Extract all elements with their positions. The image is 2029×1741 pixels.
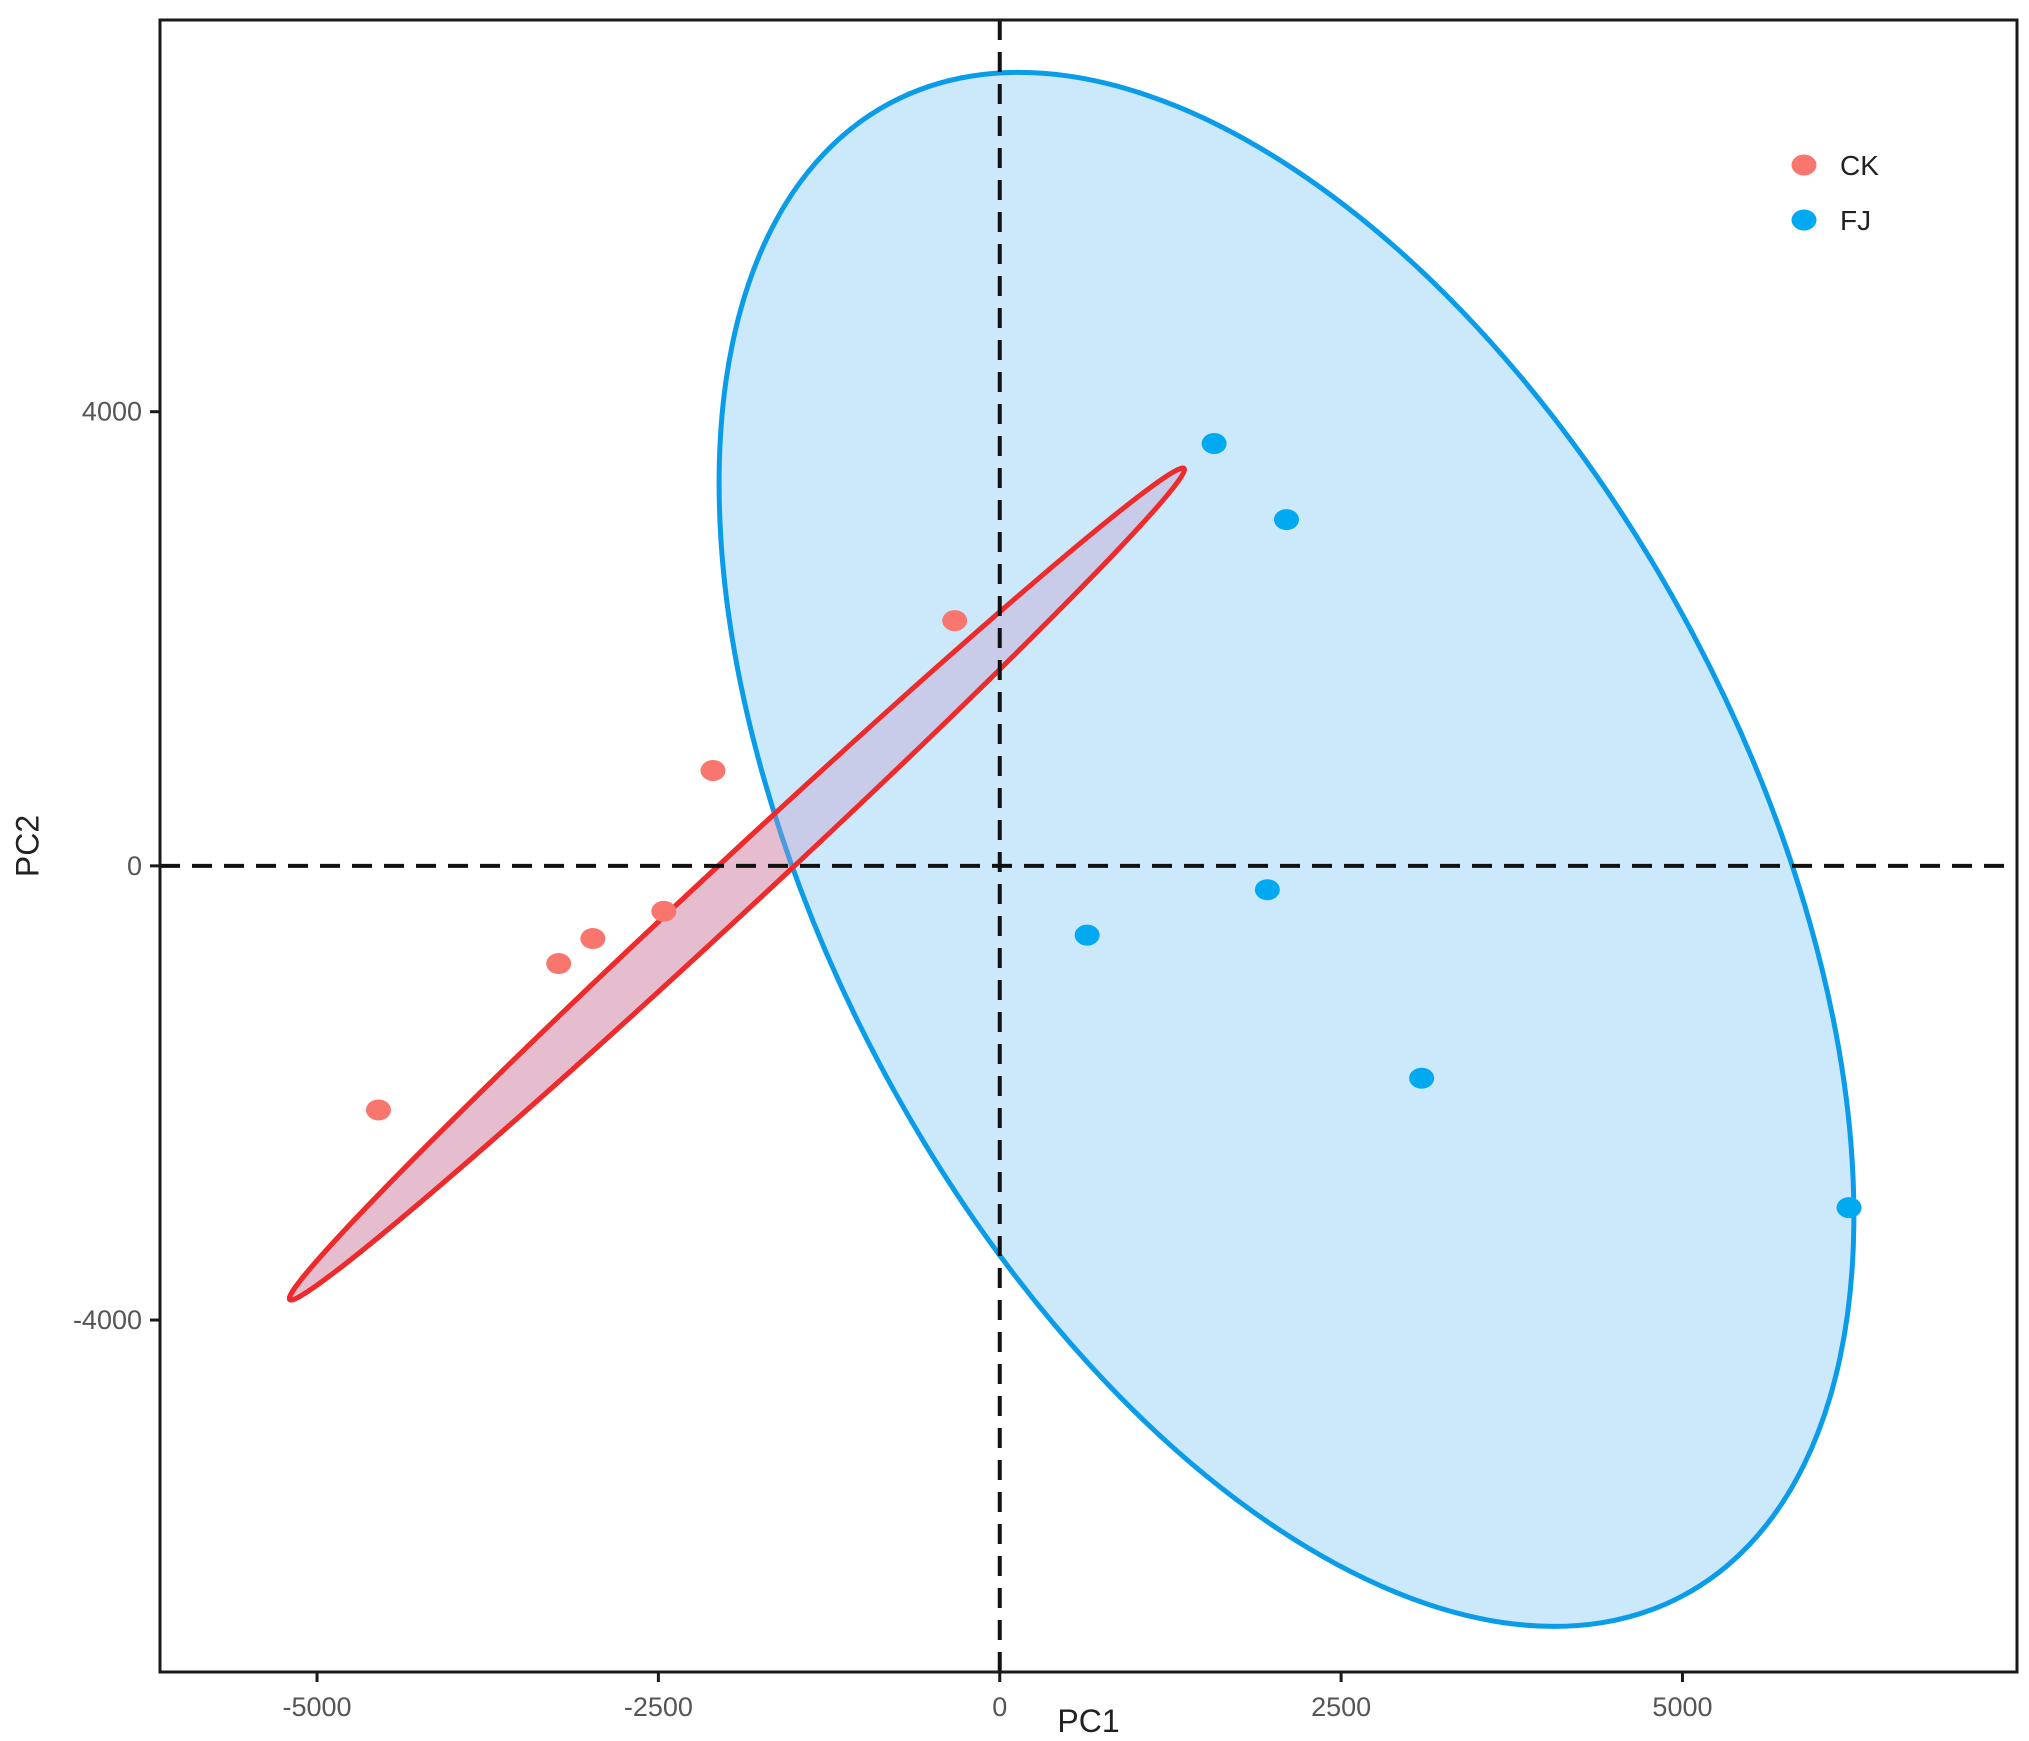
point-ck-6: [942, 610, 968, 632]
x-tick-label: 5000: [1652, 1692, 1712, 1722]
point-ck-5: [700, 759, 726, 781]
point-fj-2: [1273, 509, 1299, 531]
y-tick-label: 0: [127, 851, 142, 881]
point-fj-6: [1836, 1197, 1862, 1219]
legend: CK FJ: [1791, 150, 1879, 236]
ellipse-fj: [716, 69, 1857, 1629]
legend-key-fj: [1791, 209, 1817, 231]
legend-label-fj: FJ: [1840, 205, 1871, 236]
point-ck-3: [580, 928, 606, 950]
y-tick-label: 4000: [82, 397, 142, 427]
confidence-ellipses: [286, 69, 1857, 1629]
point-fj-4: [1254, 879, 1280, 901]
point-ck-1: [365, 1099, 391, 1121]
x-axis-label: PC1: [1057, 1703, 1119, 1739]
plot-panel-border: [158, 18, 2019, 1674]
x-tick-label: -5000: [282, 1692, 351, 1722]
data-points: [365, 433, 1862, 1219]
point-ck-2: [546, 953, 572, 975]
legend-label-ck: CK: [1840, 150, 1879, 181]
reference-lines: [160, 20, 2017, 1672]
legend-key-ck: [1791, 154, 1817, 176]
point-fj-1: [1201, 433, 1227, 455]
y-tick-label: -4000: [73, 1305, 142, 1335]
x-tick-label: 0: [992, 1692, 1007, 1722]
x-tick-label: -2500: [624, 1692, 693, 1722]
axes: -5000 -2500 0 2500 5000 -4000 0 4000: [73, 397, 1713, 1722]
point-fj-3: [1074, 924, 1100, 946]
y-axis-label: PC2: [9, 815, 45, 877]
point-ck-4: [651, 900, 677, 922]
point-fj-5: [1409, 1067, 1435, 1089]
x-tick-label: 2500: [1311, 1692, 1371, 1722]
